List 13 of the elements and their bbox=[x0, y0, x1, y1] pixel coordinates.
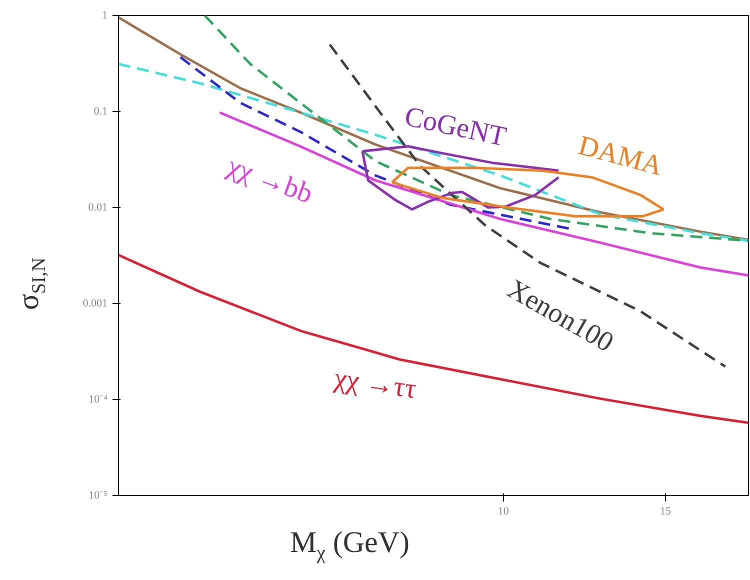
x-tick-label: 15 bbox=[660, 506, 672, 518]
y-tick-label: 10⁻⁴ bbox=[88, 394, 108, 406]
text: χχ →ττ bbox=[331, 362, 418, 406]
y-tick-label: 0.001 bbox=[82, 298, 108, 310]
y-tick-label: 0.1 bbox=[94, 106, 108, 118]
x-axis-title: M$_{χ}$ (GeV) bbox=[290, 525, 410, 566]
y-tick-label: 1 bbox=[102, 10, 108, 22]
text: DAMA bbox=[575, 130, 666, 182]
x-tick-label: 10 bbox=[498, 506, 510, 518]
text: CoGeNT bbox=[402, 101, 509, 153]
y-tick-label: 0.01 bbox=[88, 202, 108, 214]
y-tick-label: 10⁻⁵ bbox=[88, 490, 108, 502]
text: χχ →bb bbox=[222, 150, 317, 210]
